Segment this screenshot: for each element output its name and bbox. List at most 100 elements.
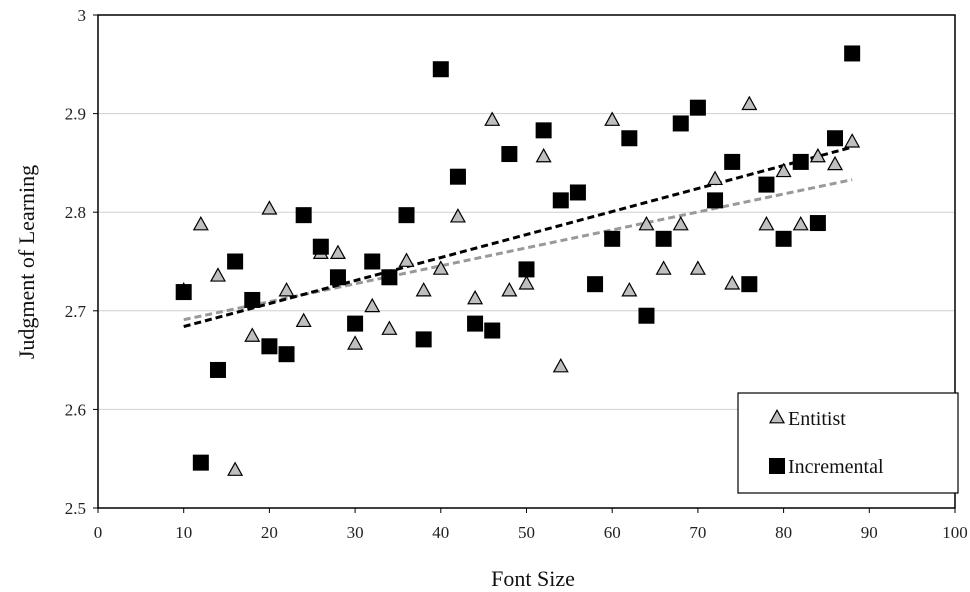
point-incremental [244, 291, 261, 308]
x-axis-ticks: 0 10 20 30 40 50 60 70 80 90 100 [94, 508, 968, 542]
x-tick-label: 70 [689, 523, 706, 542]
point-entitist [432, 260, 449, 275]
point-incremental [329, 269, 346, 286]
point-entitist [484, 111, 501, 126]
point-incremental [381, 269, 398, 286]
point-incremental [312, 238, 329, 255]
point-entitist [501, 282, 518, 297]
point-incremental [587, 276, 604, 293]
point-entitist [295, 312, 312, 328]
point-incremental [604, 230, 621, 247]
point-incremental [758, 176, 775, 193]
point-entitist [827, 155, 844, 171]
point-entitist [261, 200, 278, 215]
point-incremental [689, 99, 706, 116]
x-tick-label: 90 [861, 523, 878, 542]
point-entitist [741, 95, 758, 111]
point-incremental [552, 192, 569, 209]
point-entitist [467, 289, 484, 305]
point-incremental [278, 346, 295, 363]
point-incremental [347, 315, 364, 332]
legend-marker-incremental [769, 458, 785, 474]
point-entitist [381, 320, 398, 335]
point-entitist [244, 327, 261, 342]
data-points [175, 45, 861, 476]
legend-label-incremental: Incremental [788, 456, 884, 478]
point-entitist [209, 267, 226, 282]
x-tick-label: 0 [94, 523, 103, 542]
point-entitist [449, 208, 466, 223]
point-incremental [432, 61, 449, 78]
x-tick-label: 40 [432, 523, 449, 542]
point-incremental [672, 115, 689, 132]
legend-marker-entitist [768, 408, 786, 424]
x-tick-label: 50 [518, 523, 535, 542]
point-entitist [655, 260, 672, 275]
legend-box [737, 392, 959, 494]
point-entitist [689, 260, 706, 275]
point-incremental [569, 184, 586, 201]
x-tick-label: 10 [175, 523, 192, 542]
point-entitist [604, 111, 621, 126]
point-entitist [552, 357, 569, 373]
point-incremental [707, 192, 724, 209]
point-incremental [449, 168, 466, 185]
y-tick-label: 2.7 [65, 302, 87, 321]
point-incremental [655, 230, 672, 247]
point-incremental [192, 454, 209, 471]
point-entitist [758, 215, 775, 231]
point-entitist [278, 282, 295, 297]
point-entitist [518, 275, 535, 290]
point-incremental [535, 122, 552, 139]
point-incremental [792, 153, 809, 170]
point-incremental [415, 331, 432, 348]
point-incremental [261, 338, 278, 355]
point-entitist [398, 252, 415, 267]
y-tick-label: 2.9 [65, 105, 86, 124]
y-tick-label: 2.5 [65, 499, 86, 518]
x-tick-label: 20 [261, 523, 278, 542]
point-entitist [792, 215, 809, 231]
point-entitist [535, 147, 552, 163]
point-incremental [484, 322, 501, 339]
x-tick-label: 100 [942, 523, 968, 542]
x-tick-label: 80 [775, 523, 792, 542]
y-axis-title: Judgment of Learning [14, 165, 39, 359]
point-incremental [741, 276, 758, 293]
point-incremental [621, 130, 638, 147]
point-incremental [775, 230, 792, 247]
point-entitist [775, 162, 792, 178]
y-tick-label: 3 [78, 6, 87, 25]
point-entitist [844, 133, 861, 148]
point-incremental [638, 307, 655, 324]
point-incremental [844, 45, 861, 62]
point-entitist [329, 244, 346, 259]
y-axis-ticks: 2.5 2.6 2.7 2.8 2.9 3 [65, 6, 98, 518]
point-incremental [398, 207, 415, 224]
trendlines [183, 145, 853, 329]
point-entitist [192, 215, 209, 231]
point-incremental [227, 253, 244, 270]
point-entitist [415, 282, 432, 297]
point-incremental [364, 253, 381, 270]
point-incremental [518, 261, 535, 278]
point-incremental [724, 153, 741, 170]
trendline-incremental [183, 145, 853, 329]
x-tick-label: 30 [347, 523, 364, 542]
point-entitist [638, 215, 655, 231]
y-tick-label: 2.8 [65, 203, 86, 222]
point-incremental [827, 130, 844, 147]
point-incremental [175, 284, 192, 301]
x-tick-label: 60 [604, 523, 621, 542]
point-entitist [621, 282, 638, 297]
point-incremental [809, 215, 826, 232]
x-axis-title: Font Size [491, 566, 575, 591]
y-tick-label: 2.6 [65, 400, 86, 419]
point-entitist [672, 215, 689, 231]
point-incremental [467, 315, 484, 332]
point-entitist [809, 147, 826, 163]
point-incremental [295, 207, 312, 224]
point-entitist [724, 275, 741, 290]
point-incremental [209, 361, 226, 378]
